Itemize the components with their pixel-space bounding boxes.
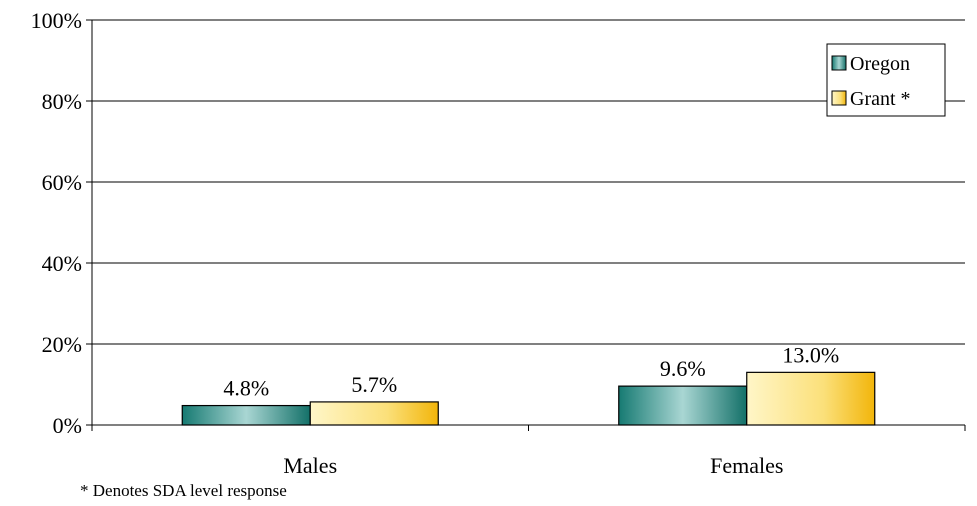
data-label: 9.6% bbox=[660, 356, 706, 381]
y-tick-label: 40% bbox=[42, 251, 82, 276]
footnote: * Denotes SDA level response bbox=[80, 481, 287, 500]
y-tick-label: 100% bbox=[31, 8, 82, 33]
category-label: Females bbox=[710, 453, 783, 478]
y-tick-label: 20% bbox=[42, 332, 82, 357]
y-tick-label: 80% bbox=[42, 89, 82, 114]
data-label: 5.7% bbox=[351, 372, 397, 397]
bars bbox=[181, 371, 876, 426]
legend-swatch-grant bbox=[831, 90, 847, 106]
labels: 0% 20% 40% 60% 80% 100% 4.8% 5.7% Males 9.6% 13.0%… bbox=[31, 8, 839, 478]
bar-females-oregon bbox=[618, 385, 748, 426]
legend-label-grant: Grant * bbox=[850, 88, 911, 110]
legend-box bbox=[826, 43, 946, 117]
legend-label-oregon: Oregon bbox=[850, 53, 910, 75]
bar-males-oregon bbox=[181, 404, 311, 426]
category-label: Males bbox=[283, 453, 337, 478]
legend: Oregon Grant * bbox=[826, 43, 946, 117]
legend-swatch-oregon bbox=[831, 55, 847, 71]
bar-males-grant bbox=[309, 401, 439, 426]
data-label: 13.0% bbox=[782, 342, 839, 367]
y-tick-label: 60% bbox=[42, 170, 82, 195]
gridlines bbox=[92, 19, 965, 345]
data-label: 4.8% bbox=[223, 376, 269, 401]
bar-females-grant bbox=[746, 371, 876, 426]
y-tick-label: 0% bbox=[53, 413, 82, 438]
